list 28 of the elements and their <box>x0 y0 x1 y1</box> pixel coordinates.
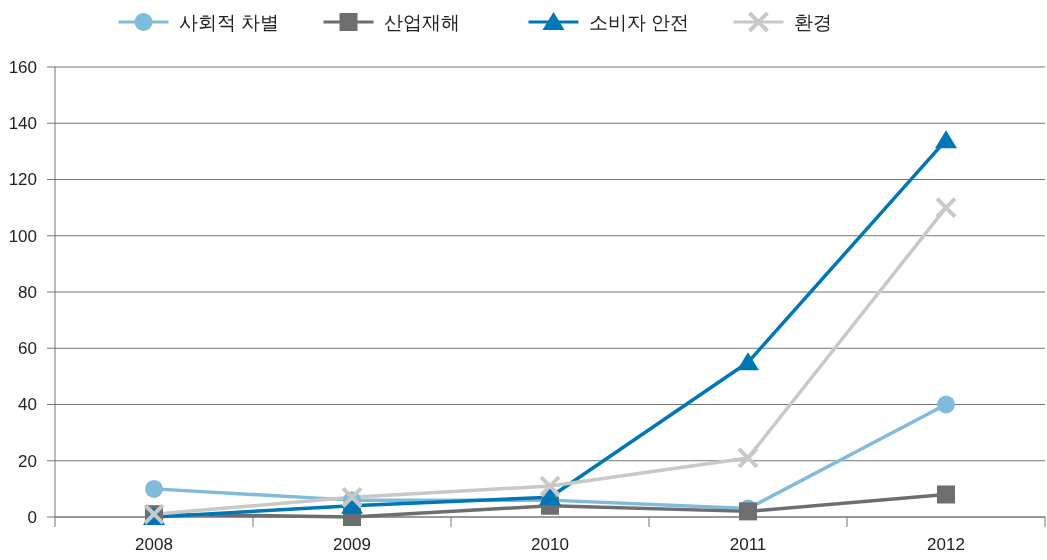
point <box>145 479 163 498</box>
y-tick-label: 100 <box>8 226 37 246</box>
point <box>539 475 561 498</box>
point <box>737 352 759 371</box>
x-tick-label: 2008 <box>135 535 173 554</box>
y-tick-label: 60 <box>18 339 37 359</box>
point <box>935 130 957 149</box>
legend-label: 산업재해 <box>383 11 460 33</box>
y-tick-label: 20 <box>18 451 37 471</box>
x-tick-label: 2010 <box>531 535 569 554</box>
y-tick-label: 140 <box>8 114 37 134</box>
legend-label: 소비자 안전 <box>588 11 689 33</box>
point <box>737 446 759 469</box>
y-tick-label: 160 <box>8 57 37 77</box>
y-tick-label: 0 <box>27 507 37 527</box>
point <box>341 486 363 509</box>
point <box>937 485 955 504</box>
x-tick-label: 2012 <box>927 535 965 554</box>
x-tick-label: 2011 <box>729 535 767 554</box>
legend-label: 사회적 차별 <box>178 11 279 33</box>
y-tick-label: 120 <box>8 170 37 190</box>
x-tick-label: 2009 <box>333 535 371 554</box>
y-tick-label: 80 <box>18 282 37 302</box>
legend-label: 환경 <box>793 11 832 33</box>
y-tick-label: 40 <box>18 395 37 415</box>
point <box>539 487 561 506</box>
point <box>937 395 955 414</box>
point <box>935 196 957 219</box>
